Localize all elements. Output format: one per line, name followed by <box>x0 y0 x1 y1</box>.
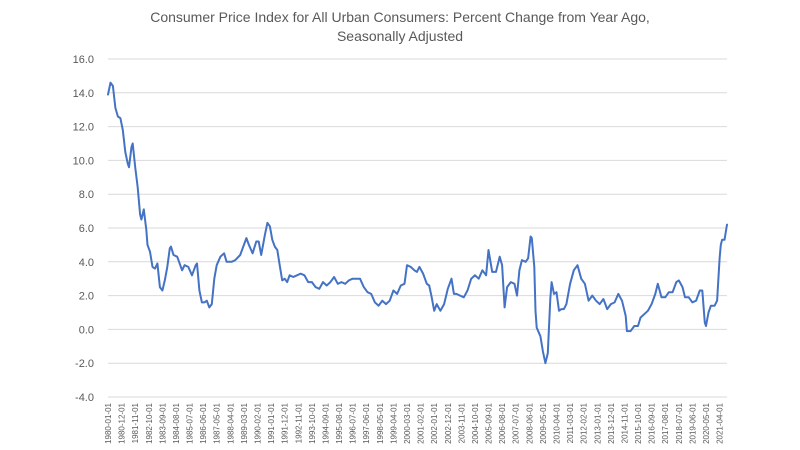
x-tick-label: 1987-05-01 <box>213 402 222 443</box>
x-tick-label: 2004-10-01 <box>471 402 480 443</box>
x-tick-label: 2002-12-01 <box>444 402 453 443</box>
x-tick-label: 2002-01-01 <box>430 402 439 443</box>
x-tick-label: 2007-07-01 <box>512 402 521 443</box>
x-tick-label: 1992-11-01 <box>294 402 303 443</box>
x-tick-label: 2012-02-01 <box>580 402 589 443</box>
y-tick-label: -2.0 <box>75 358 94 370</box>
chart-subtitle: Seasonally Adjusted <box>337 28 463 44</box>
x-tick-label: 2011-03-01 <box>566 402 575 443</box>
series-line <box>107 81 728 365</box>
y-tick-label: -4.0 <box>75 392 94 404</box>
y-tick-label: 10.0 <box>73 155 94 167</box>
x-tick-label: 1996-07-01 <box>349 402 358 443</box>
x-tick-label: 2008-06-01 <box>525 402 534 443</box>
x-tick-label: 1993-10-01 <box>308 402 317 443</box>
x-tick-label: 2018-07-01 <box>675 402 684 443</box>
x-tick-label: 2021-04-01 <box>716 402 725 443</box>
x-tick-label: 2020-05-01 <box>702 402 711 443</box>
x-tick-label: 1983-09-01 <box>158 402 167 443</box>
x-tick-label: 2016-09-01 <box>648 402 657 443</box>
y-tick-label: 4.0 <box>79 257 94 269</box>
x-tick-label: 2006-08-01 <box>498 402 507 443</box>
y-tick-label: 14.0 <box>73 88 94 100</box>
x-tick-label: 1980-01-01 <box>104 402 113 443</box>
y-tick-label: 2.0 <box>79 291 94 303</box>
x-tick-label: 2009-05-01 <box>539 402 548 443</box>
y-tick-label: 12.0 <box>73 122 94 134</box>
x-tick-label: 2019-06-01 <box>688 402 697 443</box>
x-tick-label: 1988-04-01 <box>226 402 235 443</box>
x-tick-label: 1991-01-01 <box>267 402 276 443</box>
x-tick-label: 2005-09-01 <box>485 402 494 443</box>
y-tick-label: 6.0 <box>79 223 94 235</box>
x-tick-label: 2001-02-01 <box>417 402 426 443</box>
x-tick-label: 1980-12-01 <box>118 402 127 443</box>
gridlines <box>108 58 727 398</box>
x-tick-label: 1999-04-01 <box>389 402 398 443</box>
x-tick-label: 1991-12-01 <box>281 402 290 443</box>
y-tick-label: 0.0 <box>79 324 94 336</box>
x-tick-label: 2000-03-01 <box>403 402 412 443</box>
series-layer <box>107 81 728 365</box>
x-tick-label: 2013-01-01 <box>593 402 602 443</box>
x-tick-label: 1986-06-01 <box>199 402 208 443</box>
x-tick-label: 1981-11-01 <box>131 402 140 443</box>
x-tick-label: 1985-07-01 <box>186 402 195 443</box>
x-axis-ticks: 1980-01-01 1980-12-01 1981-11-01 1982-10-01… <box>104 402 725 443</box>
x-tick-label: 2013-12-01 <box>607 402 616 443</box>
x-tick-label: 1995-08-01 <box>335 402 344 443</box>
x-tick-label: 2003-11-01 <box>457 402 466 443</box>
x-tick-label: 2014-11-01 <box>620 402 629 443</box>
x-tick-label: 2010-04-01 <box>552 402 561 443</box>
y-axis-ticks: -4.0 -2.0 0.0 2.0 4.0 6.0 8.0 10.0 12.0 14.0 16.0 <box>73 54 94 404</box>
x-tick-label: 2015-10-01 <box>634 402 643 443</box>
x-tick-label: 1997-06-01 <box>362 402 371 443</box>
x-tick-label: 1990-02-01 <box>253 402 262 443</box>
x-tick-label: 1994-09-01 <box>321 402 330 443</box>
x-tick-label: 1982-10-01 <box>145 402 154 443</box>
x-tick-label: 2017-08-01 <box>661 402 670 443</box>
x-tick-label: 1984-08-01 <box>172 402 181 443</box>
chart-title: Consumer Price Index for All Urban Consu… <box>150 9 650 25</box>
x-tick-label: 1998-05-01 <box>376 402 385 443</box>
y-tick-label: 8.0 <box>79 189 94 201</box>
y-tick-label: 16.0 <box>73 54 94 66</box>
x-tick-label: 1989-03-01 <box>240 402 249 443</box>
